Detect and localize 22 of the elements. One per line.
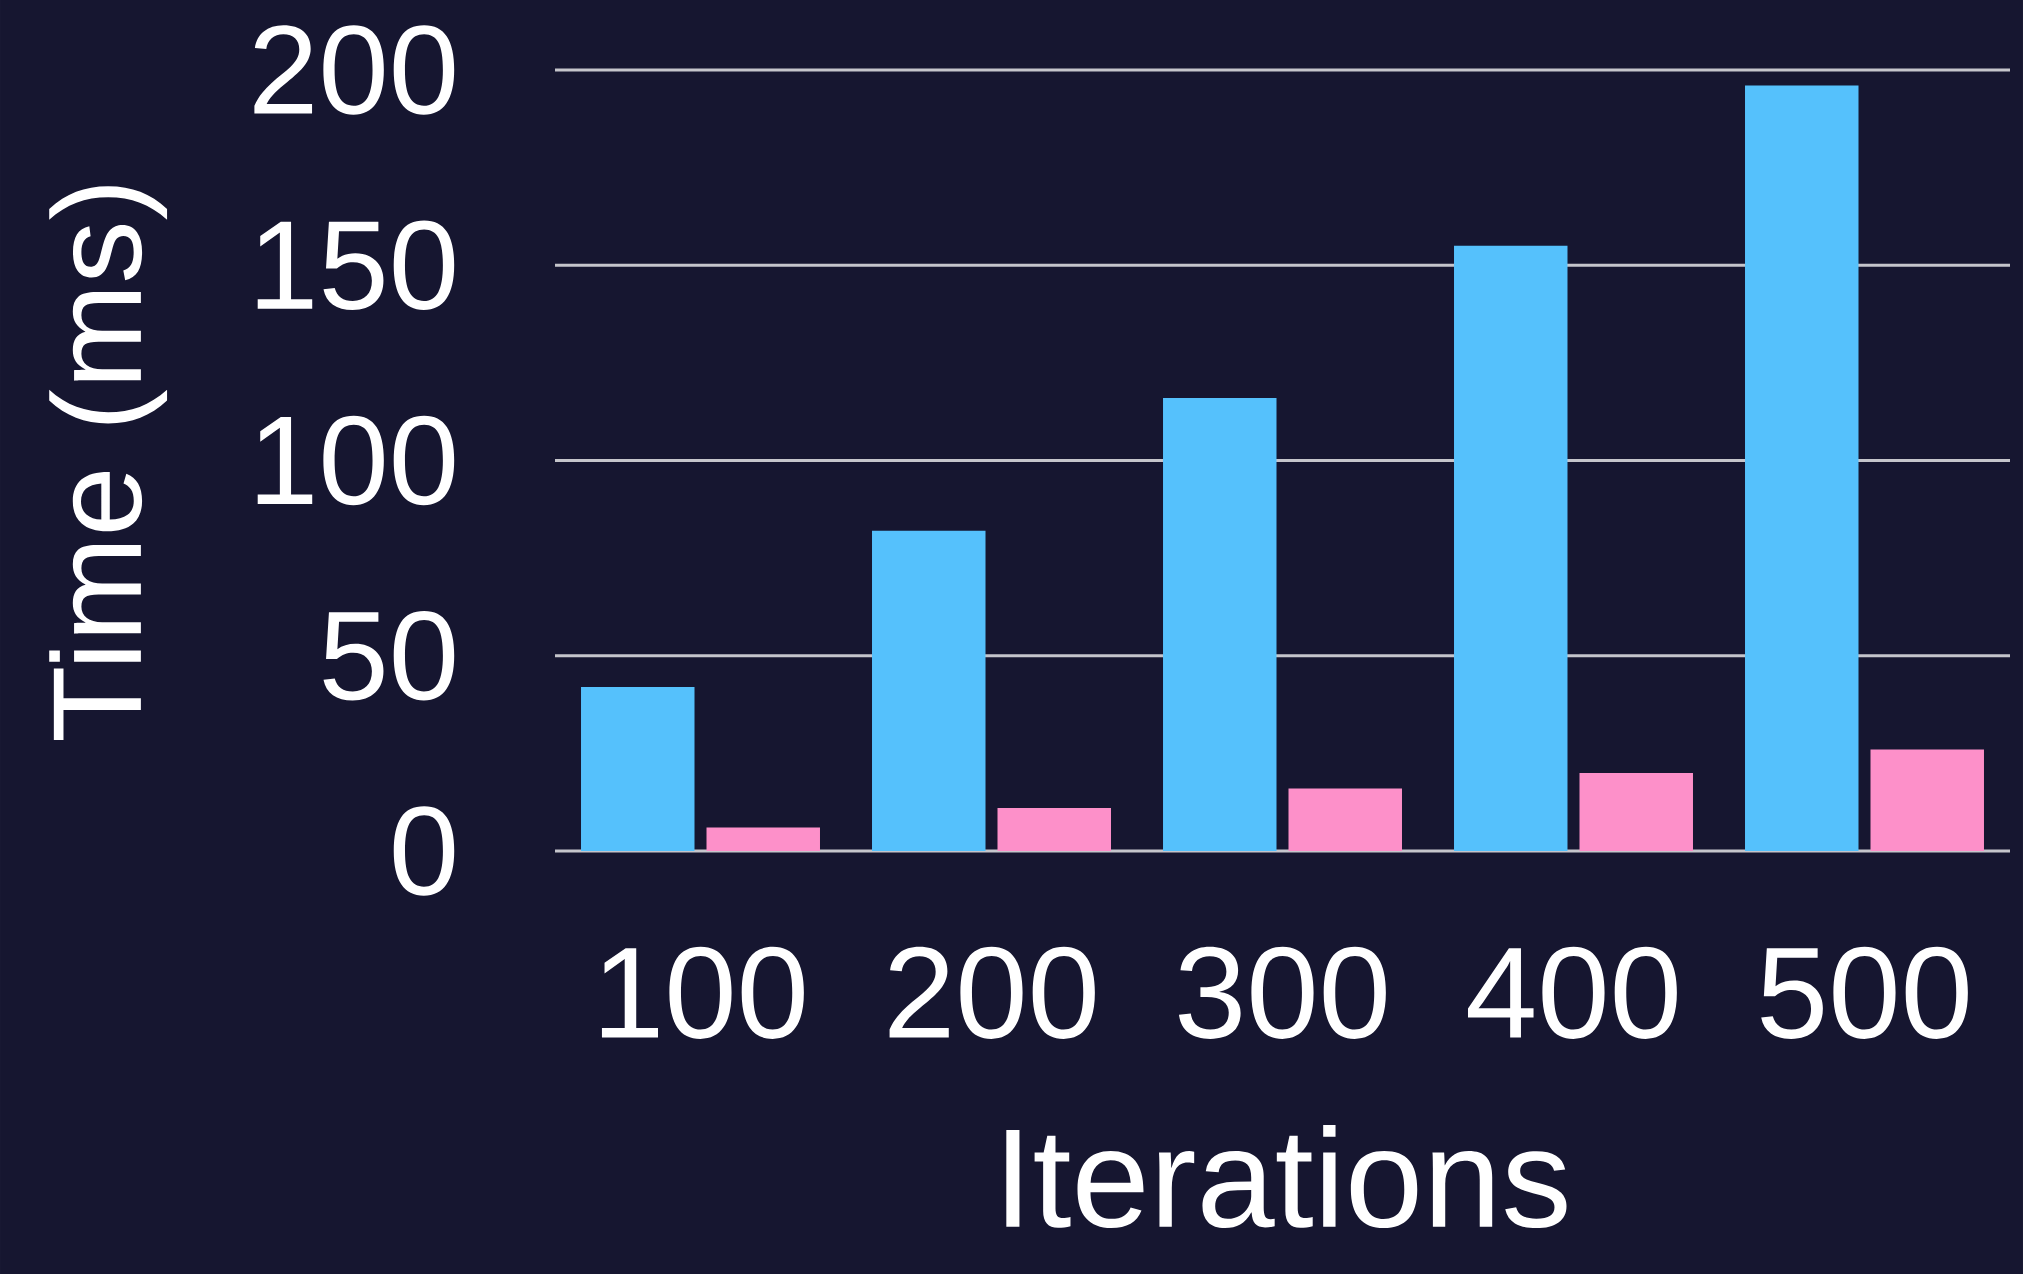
y-tick-label: 200 bbox=[254, 25, 455, 115]
y-tick-label: 100 bbox=[257, 415, 455, 506]
y-tick-label: 150 bbox=[257, 220, 455, 311]
bar bbox=[1745, 85, 1859, 851]
bar bbox=[1288, 788, 1402, 851]
bar bbox=[997, 808, 1111, 851]
x-axis-title: Iterations bbox=[1006, 1124, 1567, 1229]
y-tick-label: 0 bbox=[393, 806, 455, 896]
bar bbox=[1579, 772, 1693, 851]
y-axis-title: Time (ms) bbox=[49, 186, 168, 740]
x-tick-label: 100 bbox=[601, 946, 804, 1039]
bar bbox=[1163, 398, 1277, 851]
x-tick-label: 500 bbox=[1761, 946, 1968, 1039]
y-tick-label: 50 bbox=[323, 611, 455, 701]
x-tick-label: 300 bbox=[1178, 946, 1386, 1039]
x-tick-label: 400 bbox=[1467, 946, 1677, 1039]
bar bbox=[1870, 749, 1984, 851]
bar bbox=[706, 827, 820, 851]
bar bbox=[1454, 245, 1568, 851]
x-tick-label: 200 bbox=[889, 946, 1095, 1039]
bar bbox=[872, 530, 986, 851]
bar bbox=[581, 686, 695, 851]
